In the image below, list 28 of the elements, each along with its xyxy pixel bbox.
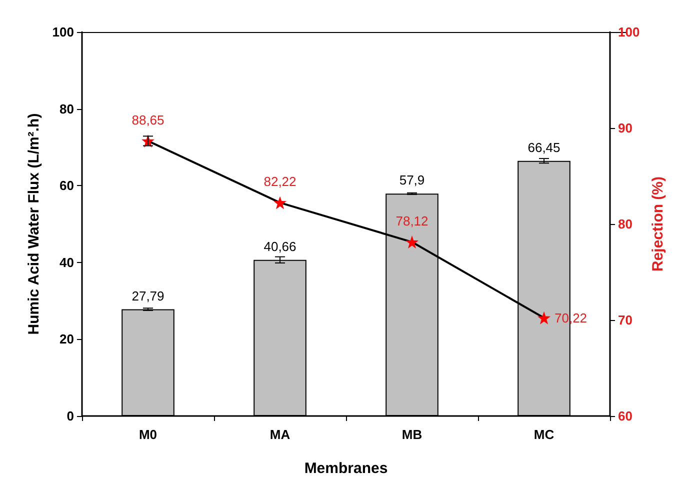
y2-tick-label: 80 <box>618 216 632 232</box>
data-label: 57,9 <box>399 172 425 188</box>
y-tick-label: 0 <box>66 408 74 424</box>
data-label: 78,12 <box>396 214 428 229</box>
y-axis-title: Humic Acid Water Flux (L/m².h) <box>25 113 42 335</box>
y2-tick-label: 90 <box>618 120 632 136</box>
x-tick-label: M0 <box>138 427 158 442</box>
y-tick-label: 20 <box>60 332 74 347</box>
data-label: 88,65 <box>132 112 164 128</box>
y-tick-label: 40 <box>60 254 74 270</box>
x-axis-title: Membranes <box>304 460 388 477</box>
y2-axis-title: Rejection (%) <box>650 176 667 272</box>
data-label: 40,66 <box>264 238 296 254</box>
y2-tick-label: 70 <box>618 312 632 328</box>
y-tick-label: 100 <box>52 24 74 40</box>
y2-tick-label: 100 <box>618 24 640 40</box>
y-tick-label: 60 <box>60 178 74 194</box>
x-tick-label: MC <box>534 427 555 442</box>
point <box>406 236 418 249</box>
point <box>274 196 286 210</box>
y-tick-label: 80 <box>60 101 74 116</box>
data-label: 27,79 <box>132 288 164 304</box>
point <box>538 311 550 324</box>
data-label: 66,45 <box>528 140 560 155</box>
data-label: 82,22 <box>264 174 296 190</box>
x-tick-label: MA <box>270 427 291 442</box>
x-tick-label: MB <box>402 427 422 442</box>
y2-tick-label: 60 <box>618 408 632 424</box>
